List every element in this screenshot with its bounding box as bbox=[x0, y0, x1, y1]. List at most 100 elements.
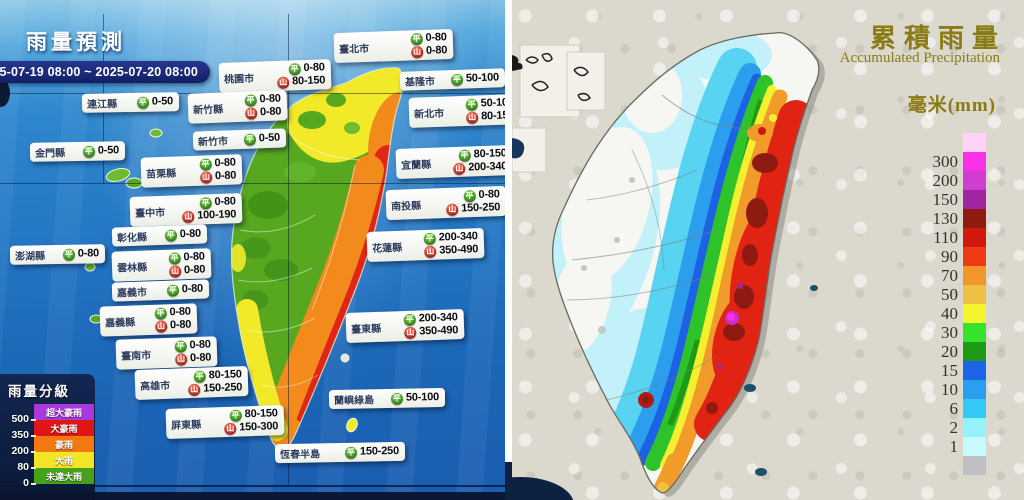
map-frame-line bbox=[0, 485, 505, 487]
plain-area-icon: 平 bbox=[465, 98, 478, 111]
scale-swatch bbox=[963, 323, 986, 342]
scale-value-label: 200 bbox=[932, 171, 959, 190]
county-label: 新竹縣 平 0-80 山 0-80 bbox=[187, 90, 288, 124]
rain-range-value: 0-80 bbox=[189, 351, 212, 365]
plain-area-icon: 平 bbox=[82, 145, 95, 158]
rain-range-value: 200-340 bbox=[468, 160, 508, 174]
rain-range-value: 0-80 bbox=[425, 44, 448, 57]
mountain-area-icon: 山 bbox=[453, 162, 466, 175]
county-name: 臺中市 bbox=[134, 207, 166, 220]
county-name: 桃園市 bbox=[223, 73, 255, 86]
mountain-area-icon: 山 bbox=[465, 111, 479, 124]
county-label: 臺中市 平 0-80 山 100-190 bbox=[129, 193, 243, 227]
rain-range-value: 0-80 bbox=[259, 92, 281, 106]
rainfall-legend: 雨量分級 超大豪雨 大豪雨 豪雨 大雨 未達大雨 500 350 200 80 0 bbox=[4, 380, 96, 489]
precipitation-panel: 累積雨量 Accumulated Precipitation 毫米(mm) 30… bbox=[512, 0, 1024, 500]
plain-area-icon: 平 bbox=[458, 148, 471, 162]
scale-value-label: 90 bbox=[941, 247, 958, 266]
plain-area-icon: 平 bbox=[136, 96, 149, 109]
county-name: 高雄市 bbox=[139, 380, 171, 393]
bottom-strip bbox=[0, 492, 512, 500]
mountain-area-icon: 山 bbox=[188, 383, 201, 396]
county-name: 新竹市 bbox=[197, 136, 229, 149]
county-label: 高雄市 平 80-150 山 150-250 bbox=[134, 366, 249, 400]
rain-range-value: 0-80 bbox=[214, 156, 236, 170]
rain-range-value: 150-300 bbox=[239, 420, 279, 434]
mountain-area-icon: 山 bbox=[424, 245, 437, 258]
scale-value-label: 1 bbox=[949, 437, 959, 456]
scale-swatch bbox=[963, 228, 986, 247]
county-label: 桃園市 平 0-80 山 80-150 bbox=[218, 59, 332, 93]
legend-category-label: 大雨 bbox=[54, 455, 73, 466]
rain-range-value: 0-50 bbox=[97, 144, 120, 157]
county-name: 花蓮縣 bbox=[371, 242, 403, 255]
county-label: 彰化縣 平 0-80 bbox=[111, 224, 208, 247]
plain-area-icon: 平 bbox=[244, 93, 257, 107]
rain-range-value: 0-80 bbox=[169, 318, 192, 332]
county-label: 臺北市 平 0-80 山 0-80 bbox=[333, 28, 454, 64]
rain-range-value: 0-80 bbox=[478, 188, 500, 201]
county-label: 新北市平 50-100 山 80-150 bbox=[408, 94, 512, 128]
scale-swatch bbox=[963, 361, 986, 380]
legend-scale-number: 200 bbox=[11, 445, 29, 457]
county-name: 新竹縣 bbox=[192, 104, 224, 117]
scale-value-label: 20 bbox=[941, 342, 958, 361]
legend-tick bbox=[31, 419, 36, 421]
forecast-panel: 雨量預測 2025-07-19 08:00 ~ 2025-07-20 08:00… bbox=[0, 0, 512, 500]
rain-range-value: 0-80 bbox=[303, 61, 325, 74]
plain-area-icon: 平 bbox=[199, 196, 212, 210]
plain-area-icon: 平 bbox=[450, 73, 464, 86]
legend-tick bbox=[31, 435, 36, 437]
county-label: 花蓮縣平 200-340 山 350-490 bbox=[366, 227, 485, 263]
rain-range-value: 350-490 bbox=[419, 324, 459, 338]
scale-value-label: 70 bbox=[941, 266, 958, 285]
panel-divider bbox=[505, 0, 512, 462]
rain-range-value: 100-190 bbox=[197, 208, 237, 222]
scale-swatch bbox=[963, 399, 986, 418]
county-name: 彰化縣 bbox=[116, 232, 148, 245]
mountain-area-icon: 山 bbox=[168, 264, 182, 278]
mountain-area-icon: 山 bbox=[174, 352, 188, 366]
county-name: 恆春半島 bbox=[279, 449, 321, 462]
county-label: 宜蘭縣 平 80-150 山 200-340 bbox=[395, 144, 512, 180]
county-name: 南投縣 bbox=[390, 200, 422, 213]
county-name: 苗栗縣 bbox=[145, 168, 177, 181]
county-label: 苗栗縣 平 0-80 山 0-80 bbox=[140, 154, 243, 188]
scale-value-label: 2 bbox=[949, 418, 959, 437]
county-label: 金門縣 平 0-50 bbox=[29, 141, 126, 162]
rain-range-value: 0-80 bbox=[214, 169, 237, 183]
scale-swatch bbox=[963, 152, 986, 171]
scale-swatch bbox=[963, 418, 986, 437]
scale-swatch bbox=[963, 209, 986, 228]
county-label: 雲林縣 平 0-80 山 0-80 bbox=[111, 248, 212, 282]
rain-range-value: 80-150 bbox=[291, 74, 326, 88]
county-name: 嘉義市 bbox=[116, 287, 148, 300]
scale-swatch bbox=[963, 304, 986, 323]
legend-scale-number: 350 bbox=[11, 429, 29, 441]
rain-range-value: 0-50 bbox=[151, 95, 174, 108]
scale-swatch bbox=[963, 133, 986, 152]
legend-category-label: 未達大雨 bbox=[45, 471, 82, 482]
legend-tick bbox=[31, 451, 36, 453]
rain-range-value: 0-80 bbox=[181, 282, 204, 296]
graticule-horizontal-2 bbox=[0, 183, 505, 184]
mountain-area-icon: 山 bbox=[154, 319, 168, 333]
county-label: 臺東縣平 200-340 山 350-490 bbox=[345, 308, 465, 344]
legend-category: 超大豪雨 bbox=[34, 404, 94, 420]
rain-range-value: 80-150 bbox=[208, 368, 242, 382]
legend-category-label: 豪雨 bbox=[54, 439, 73, 450]
county-name: 新北市 bbox=[413, 108, 445, 121]
county-label: 澎湖縣 平 0-80 bbox=[9, 244, 106, 265]
plain-area-icon: 平 bbox=[229, 408, 242, 422]
panel-divider-dark bbox=[505, 462, 512, 500]
precipitation-color-scale bbox=[963, 133, 986, 475]
scale-value-label: 150 bbox=[932, 190, 959, 209]
mountain-area-icon: 山 bbox=[410, 45, 424, 58]
precipitation-title: 累積雨量 bbox=[869, 24, 1006, 53]
county-label: 連江縣 平 0-50 bbox=[81, 92, 180, 113]
mountain-area-icon: 山 bbox=[404, 326, 417, 339]
plain-area-icon: 平 bbox=[390, 392, 404, 405]
plain-area-icon: 平 bbox=[410, 32, 423, 45]
county-label: 蘭嶼綠島 平 50-100 bbox=[328, 387, 446, 410]
